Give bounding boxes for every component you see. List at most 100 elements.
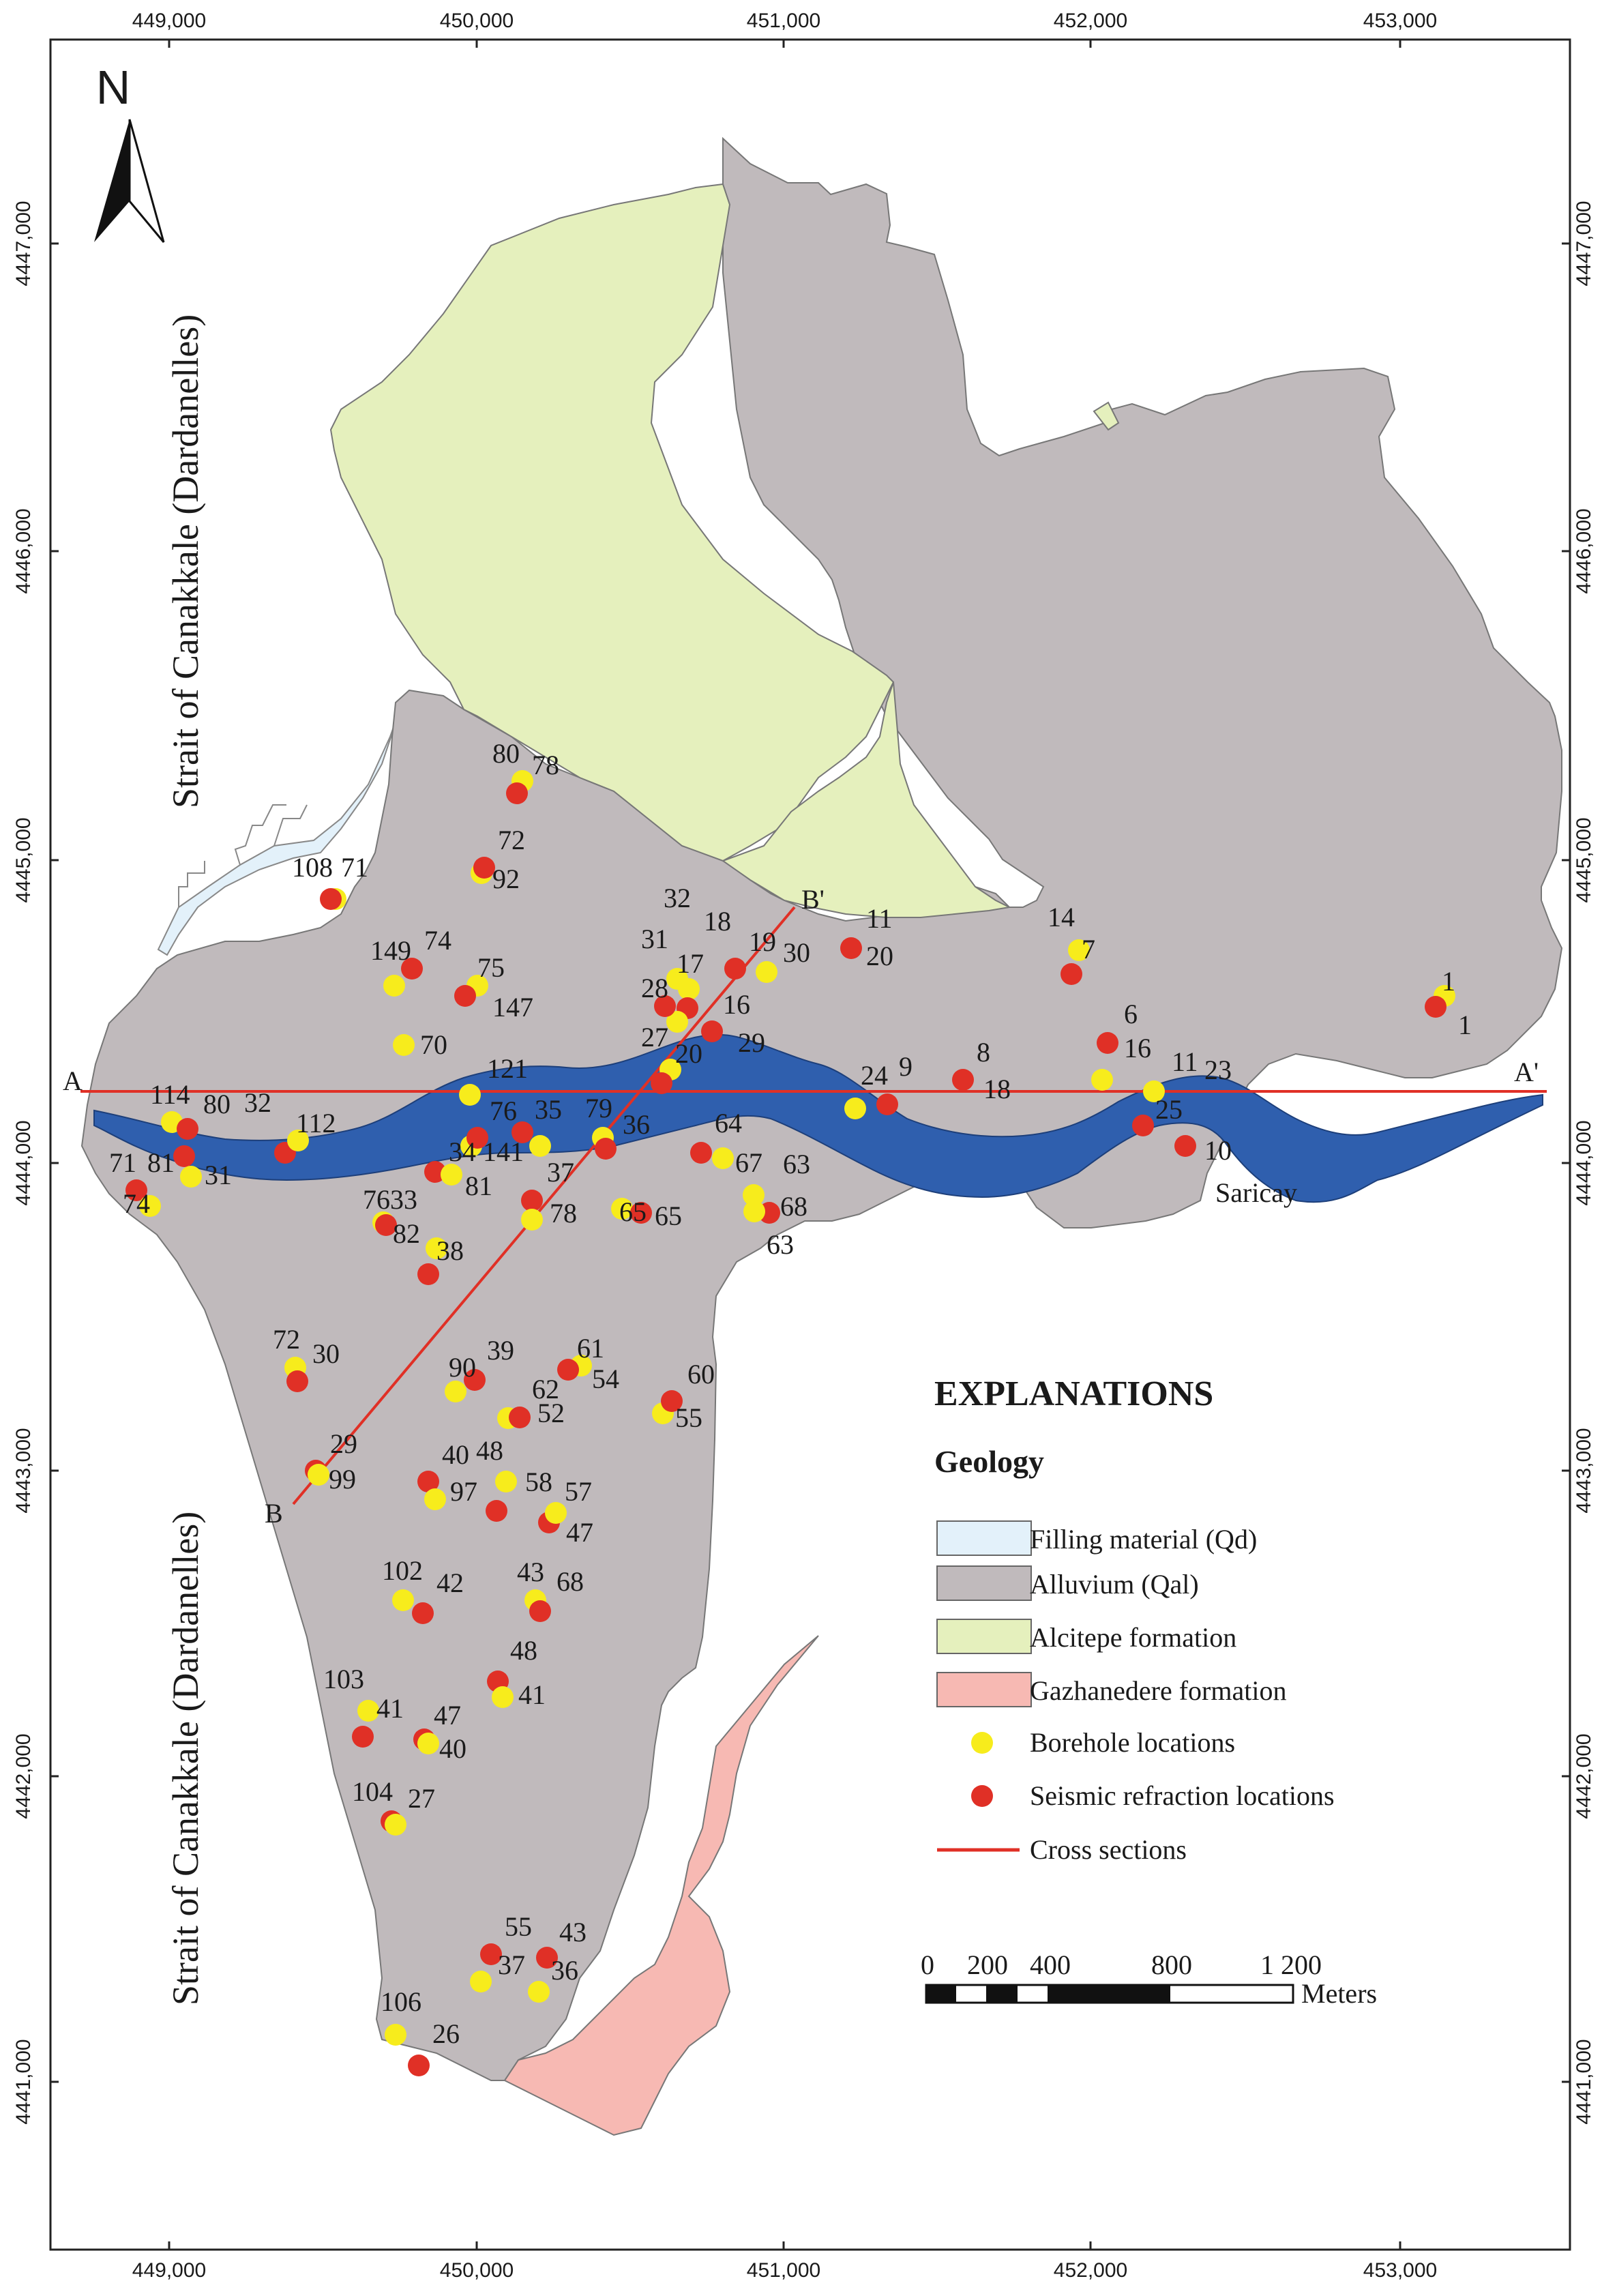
seismic-point — [690, 1142, 712, 1164]
point-label: 81 — [147, 1147, 175, 1178]
seismic-point — [651, 1072, 672, 1094]
north-arrow: N — [94, 61, 165, 243]
seismic-point — [1097, 1032, 1118, 1054]
point-label: 75 — [477, 952, 505, 983]
point-label: 71 — [341, 852, 368, 883]
legend-swatch-filling — [936, 1520, 1032, 1556]
point-label: 80 — [203, 1089, 231, 1119]
point-label: 141 — [483, 1136, 524, 1167]
y-tick-labels-right: 4447,000 4446,000 4445,000 4444,000 4443… — [1573, 201, 1595, 2124]
point-label: 74 — [424, 925, 451, 956]
point-label: 97 — [450, 1476, 477, 1507]
seismic-point — [506, 782, 528, 804]
legend-label: Gazhanedere formation — [1030, 1675, 1286, 1706]
point-label: 71 — [109, 1147, 136, 1178]
scale-bar: 0 200 400 800 1 200 Meters — [921, 1949, 1377, 2009]
legend: EXPLANATIONS Geology Filling material (Q… — [934, 1374, 1335, 1865]
borehole-point — [1143, 1080, 1165, 1102]
point-label: 36 — [623, 1109, 650, 1140]
alcitepe-formation-area — [329, 183, 895, 862]
borehole-point — [417, 1733, 439, 1754]
point-label: 99 — [329, 1464, 356, 1495]
x-tick-labels-top: 449,000 450,000 451,000 452,000 453,000 — [132, 10, 1437, 32]
point-label: 36 — [551, 1955, 578, 1986]
point-label: 43 — [517, 1557, 544, 1587]
y-tick-labels-left: 4447,000 4446,000 4445,000 4444,000 4443… — [12, 201, 35, 2124]
point-label: 9 — [899, 1051, 913, 1082]
point-label: 32 — [244, 1087, 271, 1118]
point-label: 55 — [675, 1402, 702, 1433]
point-label: 31 — [205, 1160, 232, 1190]
point-label: 41 — [518, 1679, 546, 1710]
point-label: 38 — [436, 1235, 464, 1266]
point-label: 37 — [498, 1949, 525, 1980]
x-tick-labels-bottom: 449,000 450,000 451,000 452,000 453,000 — [132, 2259, 1437, 2282]
section-label-b-prime: B' — [801, 884, 825, 915]
x-tick-label: 449,000 — [132, 2259, 206, 2282]
seismic-point — [595, 1138, 617, 1160]
y-tick-label: 4442,000 — [12, 1733, 35, 1819]
borehole-point — [139, 1195, 161, 1217]
legend-borehole-dot — [971, 1732, 993, 1754]
seismic-point — [466, 1127, 488, 1149]
tick-marks — [50, 40, 1570, 2250]
borehole-point — [495, 1471, 517, 1492]
gazhanedere-formation-area — [503, 1635, 819, 2136]
point-label: 72 — [273, 1324, 300, 1355]
point-label: 48 — [510, 1635, 537, 1666]
borehole-point — [385, 2024, 406, 2046]
seismic-point — [630, 1202, 652, 1224]
point-label: 20 — [675, 1038, 702, 1069]
point-label: 16 — [723, 989, 750, 1020]
location-points — [125, 770, 1455, 2076]
seismic-point — [661, 1390, 683, 1412]
seismic-point — [473, 857, 495, 879]
point-label: 78 — [532, 750, 559, 780]
seismic-point — [125, 1179, 147, 1201]
y-tick-label: 4446,000 — [1573, 508, 1595, 593]
point-label: 76 — [490, 1095, 517, 1126]
borehole-point — [492, 1686, 514, 1708]
legend-swatch-gazhanedere — [936, 1672, 1032, 1707]
borehole-point — [287, 1130, 309, 1151]
strait-label-south: Strait of Canakkale (Dardanelles) — [165, 1512, 206, 2005]
borehole-point — [308, 1464, 329, 1486]
seismic-point — [724, 958, 746, 980]
seismic-point — [509, 1407, 531, 1428]
point-label: 29 — [738, 1027, 765, 1058]
point-label: 43 — [559, 1917, 587, 1947]
point-label: 16 — [1124, 1033, 1151, 1063]
point-label: 114 — [150, 1079, 190, 1110]
seismic-point — [320, 888, 342, 910]
x-tick-label: 452,000 — [1054, 10, 1127, 32]
point-label: 103 — [323, 1664, 364, 1694]
borehole-point — [393, 1034, 415, 1056]
point-label: 78 — [550, 1198, 577, 1228]
borehole-point — [528, 1981, 550, 2003]
point-label: 55 — [505, 1911, 532, 1942]
seismic-point — [177, 1118, 198, 1140]
section-label-a-prime: A' — [1514, 1057, 1539, 1087]
borehole-point — [424, 1488, 446, 1510]
point-label: 27 — [641, 1022, 668, 1053]
y-tick-label: 4442,000 — [1573, 1733, 1595, 1819]
point-label: 58 — [525, 1467, 552, 1497]
point-label: 57 — [565, 1476, 592, 1507]
seismic-point — [557, 1359, 579, 1381]
point-label: 23 — [1204, 1055, 1232, 1085]
legend-swatch-alcitepe — [936, 1619, 1032, 1654]
point-label: 30 — [783, 937, 810, 968]
point-label: 47 — [566, 1517, 593, 1548]
scale-label: 0 — [921, 1949, 934, 1980]
point-label: 1 — [1458, 1010, 1472, 1040]
y-tick-label: 4441,000 — [12, 2039, 35, 2124]
point-label: 40 — [442, 1439, 469, 1470]
borehole-point — [392, 1589, 414, 1611]
point-label: 63 — [783, 1149, 810, 1179]
borehole-point — [529, 1135, 551, 1157]
seismic-point — [352, 1726, 374, 1748]
seismic-point — [454, 985, 476, 1007]
north-arrow-icon — [94, 119, 130, 242]
